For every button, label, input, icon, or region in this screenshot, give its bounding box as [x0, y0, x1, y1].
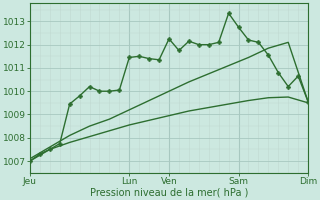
X-axis label: Pression niveau de la mer( hPa ): Pression niveau de la mer( hPa ) — [90, 187, 248, 197]
